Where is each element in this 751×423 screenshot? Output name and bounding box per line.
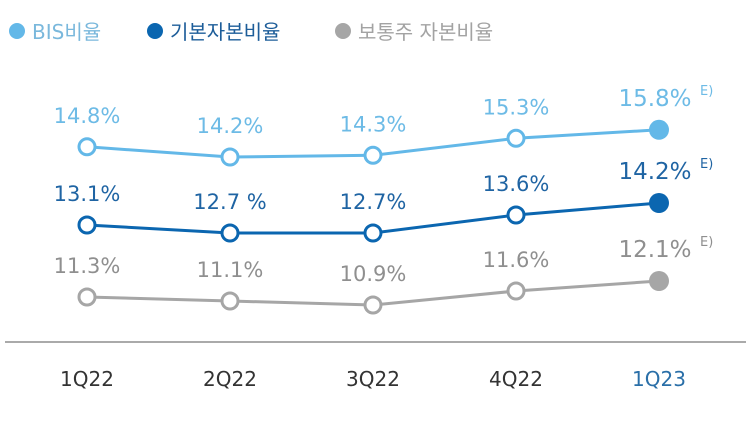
legend-marker-0 — [9, 23, 25, 39]
data-label: 15.8% — [618, 86, 691, 112]
data-label: 14.2% — [197, 114, 264, 138]
data-point — [77, 287, 97, 307]
data-label: 12.7 % — [193, 190, 266, 214]
data-label: 10.9% — [340, 262, 407, 286]
data-point — [363, 223, 383, 243]
data-point — [649, 193, 669, 213]
x-tick-label: 3Q22 — [346, 367, 400, 391]
data-point — [649, 271, 669, 291]
legend: BIS비율 기본자본비율 보통주 자본비율 — [9, 20, 493, 44]
x-tick-label: 2Q22 — [203, 367, 257, 391]
data-point — [363, 295, 383, 315]
data-point — [220, 291, 240, 311]
legend-label-1: 기본자본비율 — [170, 20, 280, 44]
data-label: 11.6% — [483, 248, 550, 272]
data-point — [363, 145, 383, 165]
x-tick-label: 4Q22 — [489, 367, 543, 391]
data-label: 13.1% — [54, 182, 121, 206]
data-point — [506, 281, 526, 301]
data-label: 11.1% — [197, 258, 264, 282]
x-axis-labels: 1Q22 2Q22 3Q22 4Q22 1Q23 — [60, 367, 686, 391]
data-point — [506, 205, 526, 225]
series-group: 14.8% 14.2% 14.3% 15.3% 15.8% E) 13.1% 12.7 % 12… — [54, 84, 713, 315]
data-point — [220, 147, 240, 167]
data-label: 14.2% — [618, 159, 691, 185]
legend-marker-2 — [335, 23, 351, 39]
data-label: 11.3% — [54, 254, 121, 278]
data-label: 14.3% — [340, 112, 407, 136]
legend-label-2: 보통주 자본비율 — [358, 20, 493, 44]
data-label: 12.7% — [340, 190, 407, 214]
data-point — [649, 119, 669, 140]
data-point — [506, 128, 526, 148]
x-tick-label: 1Q23 — [632, 367, 686, 391]
data-label: 12.1% — [618, 237, 691, 263]
legend-label-0: BIS비율 — [32, 20, 101, 44]
x-tick-label: 1Q22 — [60, 367, 114, 391]
data-point — [220, 223, 240, 243]
estimate-marker: E) — [700, 84, 713, 99]
estimate-marker: E) — [700, 157, 713, 172]
estimate-marker: E) — [700, 235, 713, 250]
data-point — [77, 137, 97, 157]
data-label: 13.6% — [483, 172, 550, 196]
legend-marker-1 — [147, 23, 163, 39]
data-point — [77, 215, 97, 235]
data-label: 15.3% — [483, 95, 550, 119]
data-label: 14.8% — [54, 104, 121, 128]
